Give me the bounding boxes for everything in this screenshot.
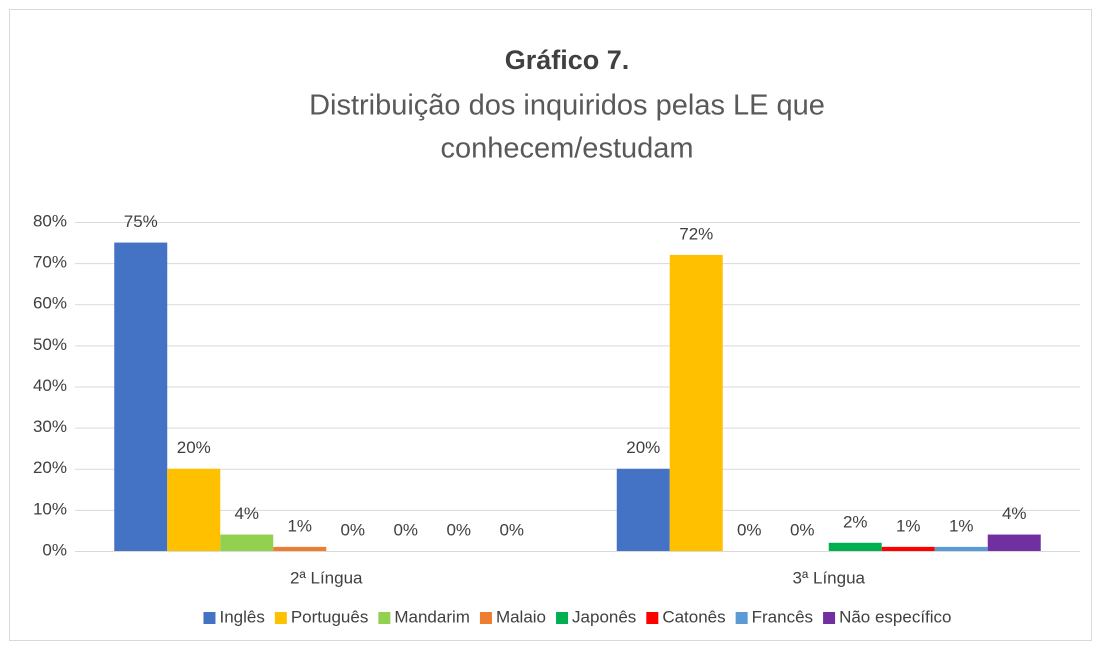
value-label: 72% <box>679 224 713 243</box>
value-label: 0% <box>790 520 815 539</box>
y-tick-label: 70% <box>33 253 67 272</box>
value-label: 1% <box>896 516 921 535</box>
bar <box>987 534 1041 551</box>
legend-swatch <box>203 612 216 624</box>
legend-label: Não específico <box>839 607 951 626</box>
y-tick-label: 0% <box>42 540 67 559</box>
bar <box>934 546 988 551</box>
y-tick-label: 20% <box>33 458 67 477</box>
legend-swatch <box>274 612 287 624</box>
legend-label: Mandarim <box>394 607 470 626</box>
legend-swatch <box>378 612 391 624</box>
x-tick-label: 2ª Língua <box>290 568 363 587</box>
y-tick-label: 80% <box>33 211 67 230</box>
value-label: 0% <box>737 520 762 539</box>
legend-swatch <box>823 612 836 624</box>
bar <box>220 534 274 551</box>
y-tick-label: 30% <box>33 417 67 436</box>
x-tick-label: 3ª Língua <box>793 568 866 587</box>
value-label: 0% <box>393 520 418 539</box>
y-tick-label: 60% <box>33 294 67 313</box>
bar <box>273 546 327 551</box>
bar <box>828 542 882 551</box>
legend-label: Catonês <box>662 607 725 626</box>
y-tick-label: 50% <box>33 335 67 354</box>
legend-swatch <box>479 612 492 624</box>
value-label: 4% <box>1002 504 1027 523</box>
legend-swatch <box>735 612 748 624</box>
value-label: 0% <box>340 520 365 539</box>
value-label: 20% <box>626 438 660 457</box>
bar <box>616 468 670 551</box>
bar <box>881 546 935 551</box>
chart-subtitle: conhecem/estudam <box>440 133 693 165</box>
chart-title: Gráfico 7. <box>505 45 630 75</box>
value-label: 0% <box>446 520 471 539</box>
value-label: 4% <box>234 504 259 523</box>
value-label: 20% <box>177 438 211 457</box>
value-label: 2% <box>843 512 868 531</box>
legend-label: Inglês <box>219 607 264 626</box>
value-label: 1% <box>287 516 312 535</box>
legend-label: Francês <box>752 607 813 626</box>
legend-swatch <box>646 612 659 624</box>
bar <box>669 254 723 551</box>
y-tick-label: 40% <box>33 376 67 395</box>
value-label: 1% <box>949 516 974 535</box>
value-label: 0% <box>499 520 524 539</box>
legend-label: Malaio <box>496 607 546 626</box>
bar <box>114 242 168 551</box>
legend-label: Português <box>291 607 369 626</box>
value-label: 75% <box>124 212 158 231</box>
chart-subtitle: Distribuição dos inquiridos pelas LE que <box>309 90 825 122</box>
y-tick-label: 10% <box>33 499 67 518</box>
bar <box>167 468 221 551</box>
legend-label: Japonês <box>572 607 636 626</box>
legend-swatch <box>556 612 569 624</box>
